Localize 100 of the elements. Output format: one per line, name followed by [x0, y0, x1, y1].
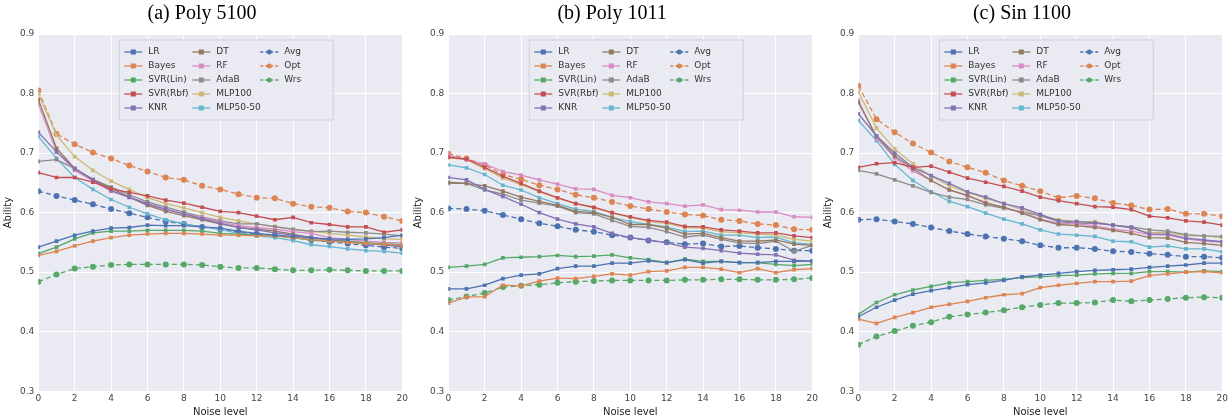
- x-tick-label: 2: [481, 392, 488, 403]
- x-tick-label: 0: [35, 392, 42, 403]
- y-tick-label: 0.6: [19, 206, 35, 217]
- y-tick-label: 0.8: [19, 87, 35, 98]
- x-tick-label: 8: [181, 392, 188, 403]
- x-tick-label: 18: [770, 392, 782, 403]
- legend-label: Avg: [284, 46, 301, 57]
- x-tick-label: 4: [518, 392, 525, 403]
- legend-label: SVR(Lin): [558, 74, 597, 85]
- y-tick-label: 0.9: [429, 28, 445, 39]
- y-tick-label: 0.5: [19, 266, 35, 277]
- y-axis-title: Ability: [821, 196, 833, 229]
- x-tick-label: 20: [806, 392, 819, 403]
- x-tick-label: 2: [71, 392, 78, 403]
- legend-label: RF: [216, 60, 228, 71]
- y-tick-label: 0.3: [839, 385, 855, 396]
- x-tick-label: 18: [1180, 392, 1192, 403]
- legend-label: MLP50-50: [1036, 102, 1081, 113]
- legend-label: Avg: [694, 46, 711, 57]
- legend-label: AdaB: [1036, 74, 1060, 85]
- y-tick-label: 0.5: [429, 266, 445, 277]
- x-tick-label: 16: [733, 392, 746, 403]
- y-tick-label: 0.7: [19, 147, 35, 158]
- legend-label: Wrs: [694, 74, 712, 85]
- legend-label: SVR(Rbf): [558, 88, 599, 99]
- legend-label: MLP100: [1036, 88, 1072, 99]
- legend-label: MLP50-50: [216, 102, 261, 113]
- legend-label: MLP100: [216, 88, 252, 99]
- legend-label: KNR: [558, 102, 578, 113]
- x-tick-label: 12: [250, 392, 263, 403]
- x-tick-label: 4: [928, 392, 935, 403]
- y-tick-label: 0.9: [839, 28, 855, 39]
- legend-label: AdaB: [626, 74, 650, 85]
- legend-label: Wrs: [1104, 74, 1122, 85]
- x-tick-label: 12: [660, 392, 673, 403]
- y-axis-title: Ability: [411, 196, 423, 229]
- x-tick-label: 10: [624, 392, 637, 403]
- legend-label: DT: [626, 46, 640, 57]
- legend-label: Opt: [694, 60, 712, 71]
- x-tick-label: 8: [1001, 392, 1008, 403]
- x-tick-label: 10: [1034, 392, 1047, 403]
- y-tick-label: 0.9: [19, 28, 35, 39]
- x-tick-label: 4: [108, 392, 115, 403]
- y-tick-label: 0.4: [429, 326, 445, 337]
- legend-label: KNR: [148, 102, 168, 113]
- y-tick-label: 0.7: [839, 147, 855, 158]
- x-tick-label: 18: [360, 392, 372, 403]
- x-tick-label: 6: [964, 392, 971, 403]
- x-axis-title: Noise level: [602, 405, 658, 417]
- legend-label: Bayes: [558, 60, 586, 71]
- y-tick-label: 0.3: [19, 385, 35, 396]
- y-tick-label: 0.6: [839, 206, 855, 217]
- x-tick-label: 0: [855, 392, 862, 403]
- x-tick-label: 16: [323, 392, 336, 403]
- legend-label: LR: [558, 46, 570, 57]
- x-axis-title: Noise level: [1012, 405, 1068, 417]
- legend-label: Wrs: [284, 74, 302, 85]
- legend-label: SVR(Lin): [968, 74, 1007, 85]
- y-tick-label: 0.5: [839, 266, 855, 277]
- legend-label: Opt: [1104, 60, 1122, 71]
- legend-label: DT: [1036, 46, 1050, 57]
- legend-label: MLP50-50: [626, 102, 671, 113]
- y-tick-label: 0.6: [429, 206, 445, 217]
- legend-label: DT: [216, 46, 230, 57]
- legend-label: Avg: [1104, 46, 1121, 57]
- legend-label: Bayes: [148, 60, 176, 71]
- legend-label: Bayes: [968, 60, 996, 71]
- y-tick-label: 0.3: [429, 385, 445, 396]
- x-tick-label: 6: [144, 392, 151, 403]
- y-tick-label: 0.8: [429, 87, 445, 98]
- legend-label: LR: [148, 46, 160, 57]
- y-tick-label: 0.4: [19, 326, 35, 337]
- chart-title: (b) Poly 1011: [557, 1, 667, 25]
- x-tick-label: 6: [554, 392, 561, 403]
- legend-label: MLP100: [626, 88, 662, 99]
- chart-title: (a) Poly 5100: [147, 1, 257, 25]
- y-tick-label: 0.8: [839, 87, 855, 98]
- legend-label: AdaB: [216, 74, 240, 85]
- x-tick-label: 0: [445, 392, 452, 403]
- x-tick-label: 14: [697, 392, 710, 403]
- x-tick-label: 2: [891, 392, 898, 403]
- x-tick-label: 10: [214, 392, 227, 403]
- y-tick-label: 0.7: [429, 147, 445, 158]
- legend-label: RF: [1036, 60, 1048, 71]
- legend-label: SVR(Lin): [148, 74, 187, 85]
- x-tick-label: 16: [1143, 392, 1156, 403]
- legend-label: LR: [968, 46, 980, 57]
- x-tick-label: 8: [591, 392, 598, 403]
- legend-label: Opt: [284, 60, 302, 71]
- y-tick-label: 0.4: [839, 326, 855, 337]
- x-tick-label: 14: [287, 392, 300, 403]
- x-tick-label: 20: [1216, 392, 1229, 403]
- legend-label: KNR: [968, 102, 988, 113]
- x-tick-label: 12: [1070, 392, 1083, 403]
- x-axis-title: Noise level: [192, 405, 248, 417]
- legend-label: RF: [626, 60, 638, 71]
- legend-label: SVR(Rbf): [968, 88, 1009, 99]
- legend-label: SVR(Rbf): [148, 88, 189, 99]
- x-tick-label: 14: [1107, 392, 1120, 403]
- chart-title: (c) Sin 1100: [972, 1, 1072, 25]
